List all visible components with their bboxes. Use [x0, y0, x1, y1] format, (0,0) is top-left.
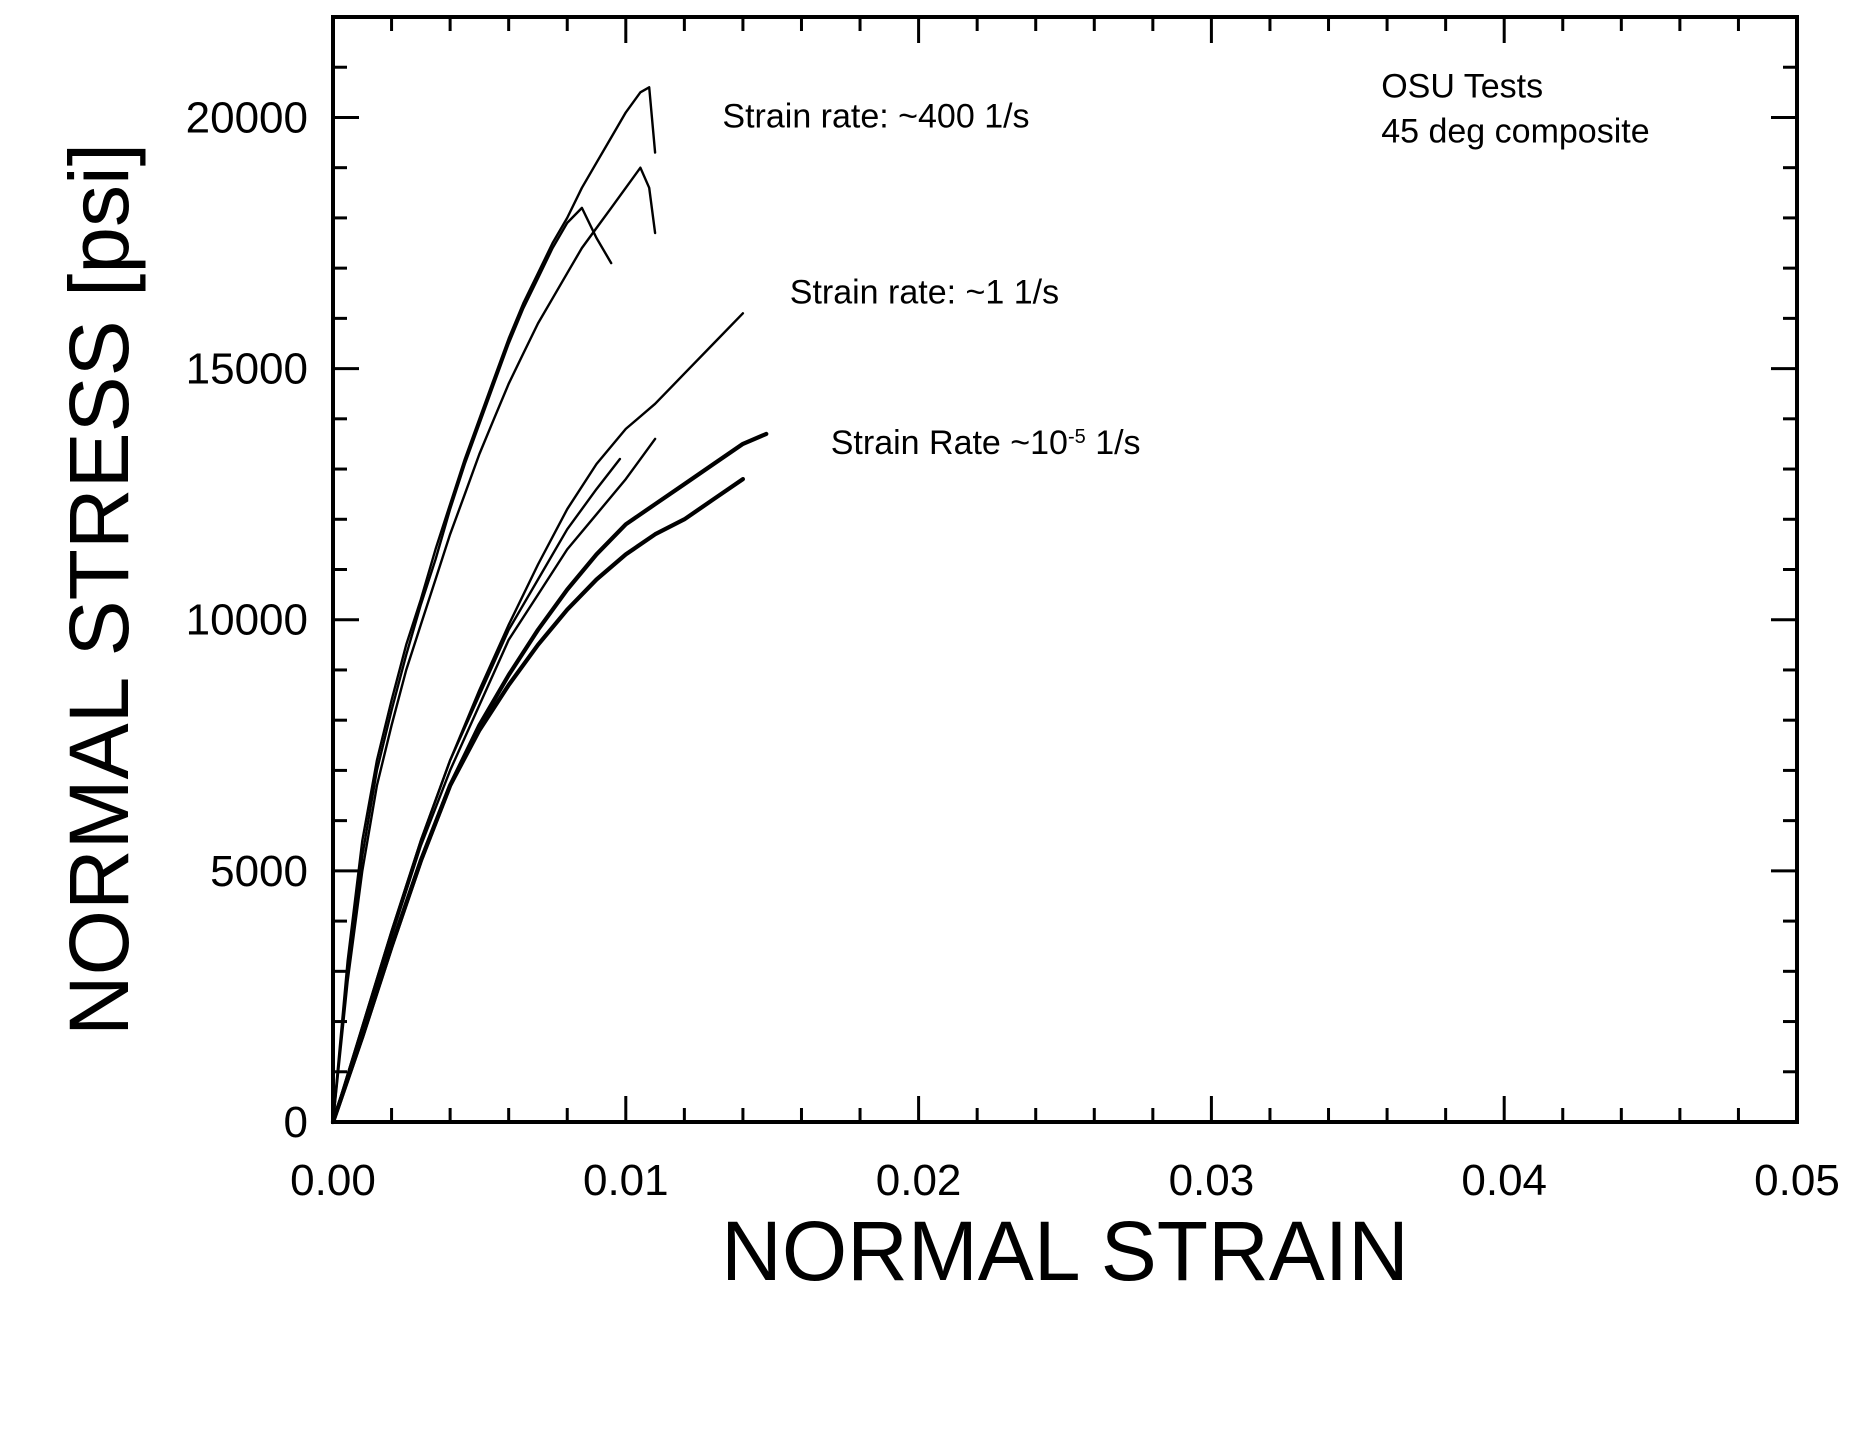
- series-line-1e-5-6: [330, 431, 769, 1125]
- x-tick-label: 0.01: [583, 1156, 669, 1205]
- annotation: Strain rate: ~400 1/s: [722, 98, 1029, 136]
- x-tick-label: 0.04: [1461, 1156, 1547, 1205]
- x-tick-label: 0.05: [1754, 1156, 1840, 1205]
- series-line-400-1: [331, 206, 613, 1124]
- x-tick-label: 0.00: [290, 1156, 376, 1205]
- annotation: OSU Tests: [1381, 67, 1543, 105]
- y-tick-label: 0: [284, 1098, 308, 1147]
- tick-layer: [331, 15, 1799, 1124]
- plot-frame: [331, 15, 1799, 1124]
- y-axis-title: NORMAL STRESS [psi]: [52, 143, 146, 1036]
- series-layer: [330, 86, 769, 1125]
- y-tick-label: 10000: [186, 596, 308, 645]
- annotation: Strain rate: ~1 1/s: [790, 273, 1059, 311]
- y-tick-label: 15000: [186, 345, 308, 394]
- series-line-400-0: [331, 86, 657, 1124]
- tick-label-layer: 0.00 0.01 0.02 0.03 0.04 0.05 0 5000 10000 15000 2…: [186, 93, 1840, 1205]
- annotation: 45 deg composite: [1381, 113, 1649, 151]
- annotation-layer: OSU Tests 45 deg composite Strain rate: ~4…: [722, 67, 1649, 462]
- series-line-1e-5-7: [330, 477, 745, 1125]
- x-tick-label: 0.03: [1169, 1156, 1255, 1205]
- series-line-1-5: [331, 437, 657, 1124]
- x-tick-label: 0.02: [876, 1156, 962, 1205]
- series-line-400-2: [331, 166, 657, 1124]
- y-tick-label: 20000: [186, 93, 308, 142]
- series-line-1-4: [331, 457, 622, 1124]
- x-axis-title: NORMAL STRAIN: [721, 1204, 1409, 1298]
- annotation: Strain Rate ~10-5 1/s: [831, 424, 1141, 462]
- y-tick-label: 5000: [210, 847, 308, 896]
